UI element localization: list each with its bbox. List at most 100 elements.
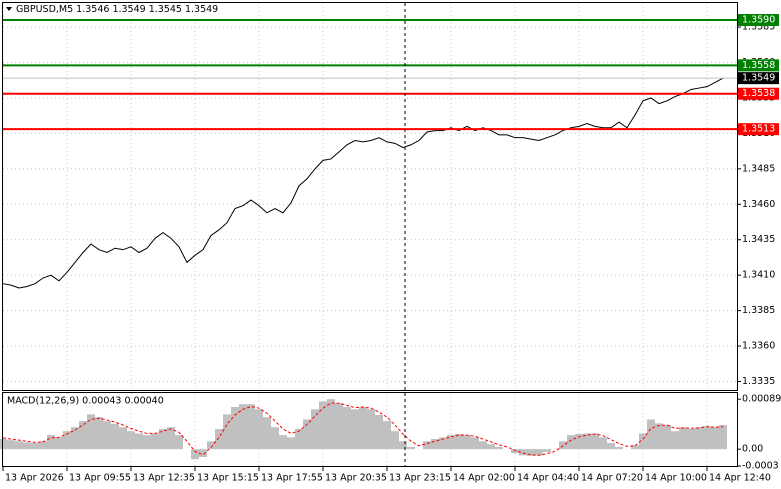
x-tick-label: 13 Apr 15:15 xyxy=(197,473,259,484)
histogram-bar xyxy=(143,435,151,450)
histogram-bar xyxy=(407,446,415,450)
level-label-box xyxy=(738,14,779,27)
histogram-bar xyxy=(527,449,535,456)
histogram-bar xyxy=(167,427,175,450)
histogram-bar xyxy=(303,419,311,450)
histogram-bar xyxy=(7,440,15,450)
level-label: 1.3558 xyxy=(742,60,775,71)
y-tick-label: 1.3585 xyxy=(742,22,775,33)
x-tick-label: 13 Apr 17:55 xyxy=(261,473,323,484)
histogram-bar xyxy=(231,407,239,450)
histogram-bar xyxy=(215,428,223,450)
histogram-bar xyxy=(631,445,639,450)
histogram-bar xyxy=(391,431,399,450)
y-tick-label: 1.3435 xyxy=(742,234,775,245)
histogram-bar xyxy=(535,449,543,456)
macd-frame xyxy=(2,392,738,467)
y-tick-label: -0.0003 xyxy=(742,461,779,472)
x-tick-label: 14 Apr 12:40 xyxy=(709,473,771,484)
x-tick-label: 14 Apr 10:00 xyxy=(645,473,707,484)
histogram-bar xyxy=(567,435,575,450)
histogram-bar xyxy=(359,407,367,450)
histogram-bar xyxy=(695,427,703,450)
histogram-bar xyxy=(207,441,215,450)
histogram-bar xyxy=(647,419,655,450)
histogram-bar xyxy=(487,444,495,450)
histogram-bar xyxy=(31,442,39,450)
histogram-bar xyxy=(15,441,23,450)
histogram-bar xyxy=(471,437,479,450)
level-label-box xyxy=(738,59,779,72)
y-tick-label: 1.3360 xyxy=(742,341,775,352)
histogram-bar xyxy=(151,433,159,450)
histogram-bar xyxy=(679,427,687,450)
histogram-bar xyxy=(639,433,647,450)
y-tick-label: 1.3410 xyxy=(742,270,775,281)
histogram-bar xyxy=(327,399,335,450)
histogram-bar xyxy=(383,421,391,450)
histogram-bar xyxy=(103,421,111,450)
histogram-bar xyxy=(543,449,551,452)
histogram-bar xyxy=(159,428,167,450)
histogram-bar xyxy=(71,427,79,450)
signal-line xyxy=(2,402,724,456)
histogram-bar xyxy=(255,409,263,450)
histogram-bar xyxy=(607,442,615,450)
histogram-bar xyxy=(583,433,591,450)
axes: 13 Apr 2026 13 Apr 09:55 13 Apr 12:35 13 Ap… xyxy=(2,14,781,484)
x-tick-label: 14 Apr 02:00 xyxy=(453,473,515,484)
x-tick-label: 13 Apr 2026 xyxy=(5,473,64,484)
histogram-bar xyxy=(687,428,695,450)
histogram-bar xyxy=(135,433,143,450)
histogram-bar xyxy=(511,449,519,454)
histogram-bar xyxy=(655,423,663,450)
histogram-bar xyxy=(319,401,327,450)
histogram-bar xyxy=(295,428,303,450)
histogram-bar xyxy=(263,417,271,450)
histogram-bar xyxy=(599,437,607,450)
histogram-bar xyxy=(367,409,375,450)
histogram-bar xyxy=(191,449,199,460)
histogram-bar xyxy=(703,426,711,450)
macd-title: MACD(12,26,9) 0.00043 0.00040 xyxy=(7,396,164,407)
price-frame xyxy=(2,2,738,391)
histogram-bar xyxy=(127,431,135,450)
histogram-bar xyxy=(591,433,599,450)
y-tick-label: 1.3385 xyxy=(742,305,775,316)
histogram-bar xyxy=(663,425,671,450)
x-tick-label: 13 Apr 12:35 xyxy=(133,473,195,484)
level-label: 1.3513 xyxy=(742,124,775,135)
histogram-bar xyxy=(279,435,287,450)
histogram-bar xyxy=(247,404,255,450)
histogram-bar xyxy=(455,433,463,450)
histogram-bar xyxy=(575,433,583,450)
histogram-bar xyxy=(239,404,247,450)
histogram-bar xyxy=(479,441,487,450)
histogram-bar xyxy=(495,446,503,450)
current-price-label: 1.3549 xyxy=(742,73,775,84)
y-tick-label: 1.3485 xyxy=(742,163,775,174)
histogram-bar xyxy=(47,435,55,450)
histogram-bar xyxy=(439,437,447,450)
y-tick-label: 1.3460 xyxy=(742,199,775,210)
histogram-bar xyxy=(111,423,119,450)
histogram-bar xyxy=(463,435,471,450)
histogram-bar xyxy=(351,409,359,450)
x-tick-label: 14 Apr 07:20 xyxy=(581,473,643,484)
y-tick-label: 1.3335 xyxy=(742,376,775,387)
histogram-bar xyxy=(223,414,231,450)
data xyxy=(0,19,737,460)
histogram-bar xyxy=(431,439,439,450)
histogram-bar xyxy=(343,407,351,450)
histogram-bar xyxy=(671,431,679,450)
level-label-box xyxy=(738,87,779,100)
histogram-bar xyxy=(271,427,279,450)
symbol-menu-icon[interactable] xyxy=(6,7,12,11)
histogram-bar xyxy=(399,441,407,450)
histogram-bar xyxy=(87,414,95,450)
histogram-bar xyxy=(335,403,343,450)
level-label: 1.3538 xyxy=(742,88,775,99)
histogram-bar xyxy=(39,441,47,450)
